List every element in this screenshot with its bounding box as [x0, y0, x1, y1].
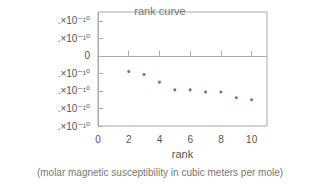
svg-text:0: 0: [95, 134, 101, 145]
svg-text:0: 0: [84, 50, 90, 61]
svg-text:2: 2: [126, 134, 132, 145]
svg-text:rank: rank: [172, 148, 194, 160]
svg-text:(molar magnetic susceptibility: (molar magnetic susceptibility in cubic …: [37, 167, 283, 178]
svg-text:8: 8: [218, 134, 224, 145]
svg-text:6: 6: [187, 134, 193, 145]
svg-text:rank curve: rank curve: [134, 5, 185, 17]
svg-text:.×10⁻¹⁰: .×10⁻¹⁰: [58, 33, 90, 44]
svg-text:.×10⁻¹⁰: .×10⁻¹⁰: [58, 15, 90, 26]
svg-text:.×10⁻¹⁰: .×10⁻¹⁰: [58, 85, 90, 96]
svg-text:4: 4: [157, 134, 163, 145]
svg-text:.×10⁻¹⁰: .×10⁻¹⁰: [58, 103, 90, 114]
svg-text:.×10⁻¹⁰: .×10⁻¹⁰: [58, 121, 90, 132]
svg-text:.×10⁻¹⁰: .×10⁻¹⁰: [58, 68, 90, 79]
svg-text:10: 10: [246, 134, 258, 145]
